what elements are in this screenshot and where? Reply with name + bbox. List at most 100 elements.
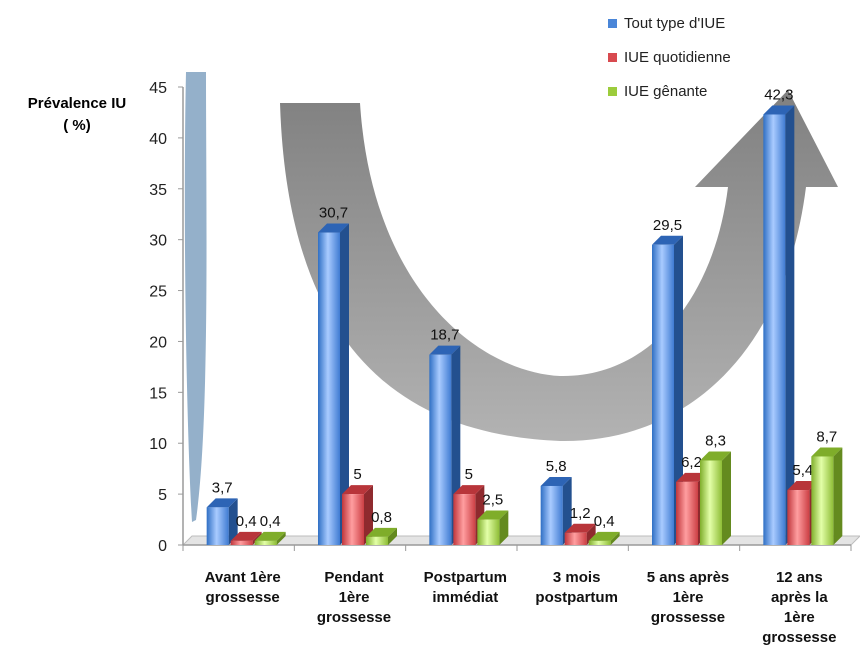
bar-top (700, 451, 731, 461)
x-tick-label-line: immédiat (432, 589, 498, 606)
data-label: 3,7 (212, 479, 233, 496)
bar-side (785, 105, 795, 545)
bar-side (586, 523, 596, 545)
bar-top (254, 531, 286, 541)
bar-top (206, 498, 238, 508)
data-label: 30,7 (319, 205, 348, 222)
bar-side (276, 531, 286, 545)
x-tick-label: Avant 1ère grossesse (205, 569, 281, 606)
bar-top (652, 235, 683, 245)
x-tick-label: 5 ans après 1ère grossesse (647, 569, 730, 626)
bar-face (342, 494, 364, 545)
bar-top (230, 531, 262, 541)
data-label: 5,8 (546, 458, 567, 475)
bar-0-4 (652, 235, 683, 545)
data-label: 1,2 (570, 505, 591, 522)
bar-top (318, 223, 349, 233)
bar-side (610, 531, 620, 545)
bar-0-0 (206, 498, 238, 545)
y-tick-label: 20 (149, 334, 167, 351)
bar-top (811, 447, 843, 457)
bar-top (787, 481, 819, 491)
data-label: 29,5 (653, 217, 682, 234)
y-tick-label: 15 (149, 385, 167, 402)
bar-side (562, 476, 572, 545)
bar-face (540, 485, 563, 545)
x-tick-label-line: grossesse (762, 629, 836, 646)
data-label: 2,5 (482, 492, 503, 509)
bar-face (564, 532, 587, 545)
legend: Tout type d'IUE IUE quotidienne IUE gêna… (608, 6, 731, 108)
data-label: 5 (353, 466, 361, 483)
x-tick-label-line: Pendant (324, 569, 383, 586)
bar-face (477, 519, 500, 545)
data-label: 5,4 (792, 462, 813, 479)
bar-0-3 (540, 476, 572, 545)
bar-face (588, 540, 611, 545)
bar-2-3 (588, 531, 620, 545)
x-tick-label: 12 ans après la 1ère grossesse (762, 569, 836, 646)
legend-item-quotidienne: IUE quotidienne (608, 40, 731, 74)
bar-side (674, 235, 683, 545)
legend-label: IUE gênante (624, 82, 708, 100)
bar-face (366, 536, 388, 545)
bar-0-5 (763, 105, 795, 545)
x-tick-label-line: 1ère (339, 589, 370, 606)
bar-top (763, 105, 795, 115)
bar-top (342, 485, 373, 495)
bar-top (477, 510, 509, 520)
bar-face (429, 354, 452, 545)
x-tick-label-line: 1ère (673, 589, 704, 606)
bar-1-1 (342, 485, 373, 545)
data-label: 8,7 (816, 428, 837, 445)
bar-side (388, 527, 397, 545)
bar-face (453, 494, 476, 545)
x-tick-label: Pendant 1ère grossesse (317, 569, 391, 626)
bar-side (364, 485, 373, 545)
data-label: 0,4 (594, 513, 615, 530)
bar-face (676, 481, 698, 545)
x-tick-label-line: après la (771, 589, 828, 606)
legend-label: Tout type d'IUE (624, 14, 726, 32)
bar-face (811, 456, 834, 545)
legend-swatch-red (608, 52, 617, 62)
y-axis-title: Prévalence IU ( %) (27, 95, 127, 134)
bar-top (366, 527, 397, 537)
x-tick-label-line: 3 mois (553, 569, 601, 586)
x-tick-label-line: 12 ans (776, 569, 823, 586)
legend-swatch-blue (608, 18, 617, 28)
bar-2-0 (254, 531, 286, 545)
y-tick-label: 5 (158, 487, 167, 504)
legend-item-genante: IUE gênante (608, 74, 731, 108)
bar-face (652, 244, 674, 545)
y-tick-label: 25 (149, 284, 167, 301)
bar-face (318, 232, 340, 545)
bar-0-1 (318, 223, 349, 545)
floor (181, 535, 860, 546)
trend-arrows (184, 72, 838, 522)
x-tick-label-line: grossesse (206, 589, 280, 606)
bar-face (787, 490, 810, 545)
u-arrow-shape (280, 90, 838, 442)
data-label: 6,2 (681, 454, 702, 471)
data-label: 18,7 (430, 327, 459, 344)
bar-top (564, 523, 596, 533)
bar-2-1 (366, 527, 397, 545)
y-tick-label: 0 (158, 538, 167, 555)
bar-face (700, 460, 722, 545)
bar-face (254, 540, 277, 545)
bar-face (763, 114, 786, 545)
bar-side (340, 223, 349, 545)
y-tick-label: 40 (149, 131, 167, 148)
bar-top (453, 485, 485, 495)
bar-top (676, 472, 707, 482)
bar-face (206, 507, 229, 545)
y-tick-label: 10 (149, 436, 167, 453)
bar-side (722, 451, 731, 545)
bar-2-5 (811, 447, 843, 545)
data-label: 0,8 (371, 509, 392, 526)
bar-top (429, 345, 461, 355)
y-tick-label: 45 (149, 80, 167, 97)
legend-item-tout-type: Tout type d'IUE (608, 6, 731, 40)
